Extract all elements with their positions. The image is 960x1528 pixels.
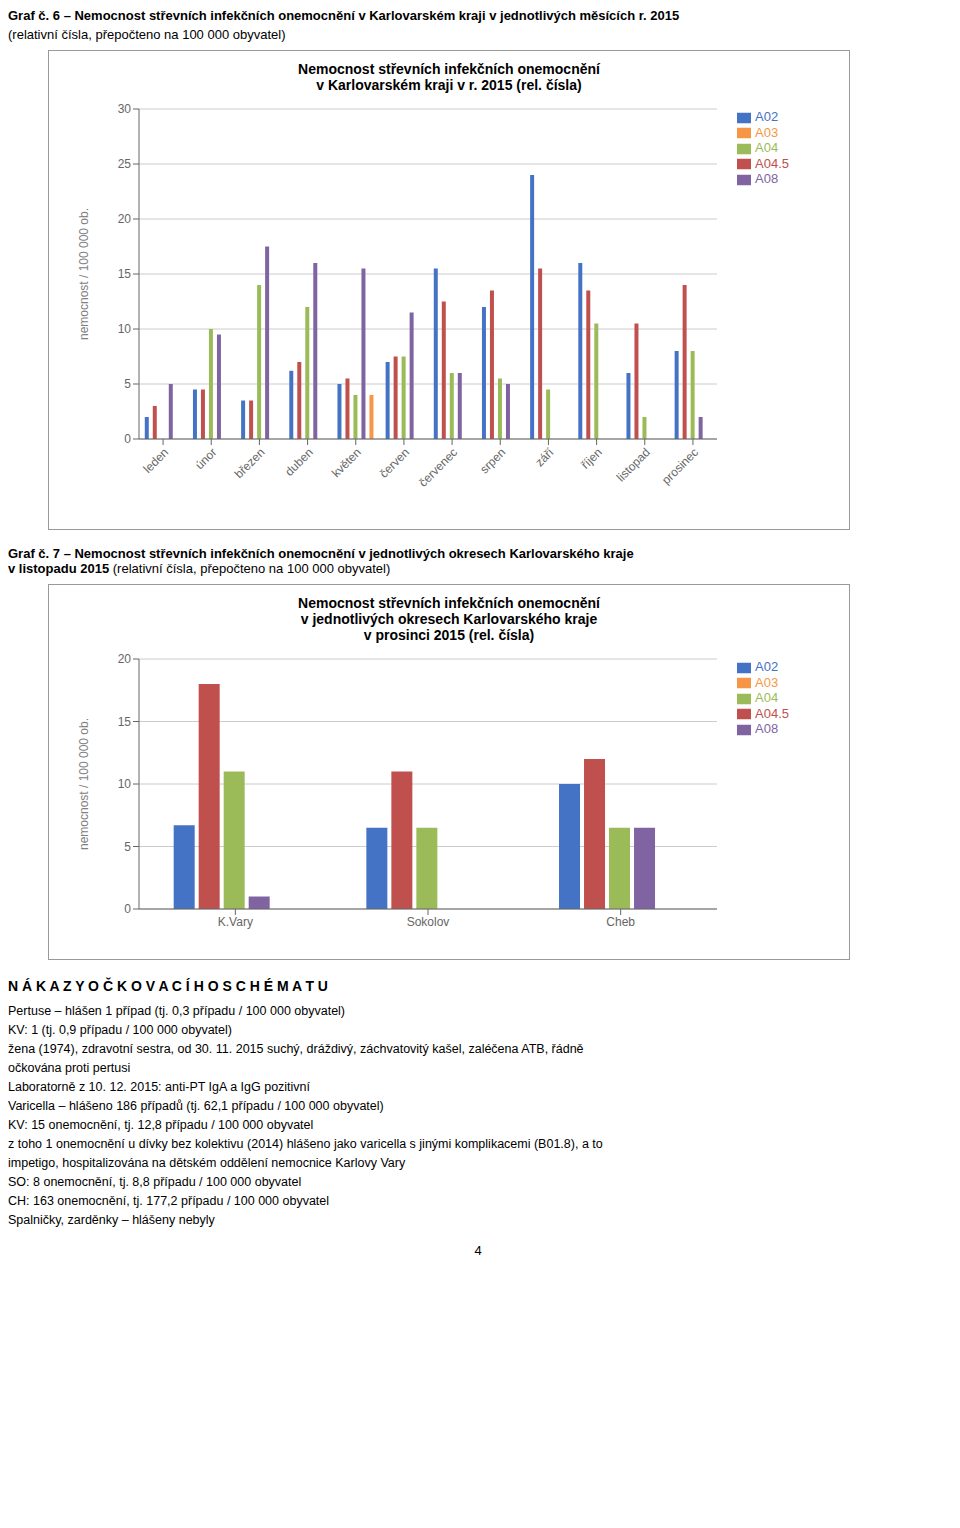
svg-text:Cheb: Cheb [606, 915, 635, 929]
html-text:CH: 163 onemocnění, tj. 177,2: CH: 163 onemocnění, tj. 177,2 případu / … [8, 1194, 330, 1208]
html-text:4: 4 [474, 1243, 482, 1258]
svg-text:10: 10 [118, 322, 132, 336]
svg-text:duben: duben [282, 445, 315, 478]
svg-text:10: 10 [118, 777, 132, 791]
html-text:A04.5: A04.5 [755, 705, 789, 721]
svg-text:únor: únor [193, 445, 220, 472]
html-text:Varicella – hlášeno 186 případ: Varicella – hlášeno 186 případů (tj. 62,… [8, 1099, 384, 1113]
svg-text:nemocnost / 100 000 ob.: nemocnost / 100 000 ob. [77, 718, 91, 850]
html-text:v listopadu 2015 (relativní čí: v listopadu 2015 (relativní čísla, přepo… [8, 561, 391, 576]
svg-text:květen: květen [329, 445, 364, 480]
html-text:N Á K A Z Y O Č K O V A C Í H: N Á K A Z Y O Č K O V A C Í H O S C H É … [8, 978, 328, 994]
svg-text:20: 20 [118, 652, 132, 666]
html-text:A03: A03 [755, 124, 779, 140]
html-text:Nemocnost střevních infekčních: Nemocnost střevních infekčních onemocněn… [298, 595, 600, 611]
html-text:KV: 15 onemocnění, tj. 12,8 př: KV: 15 onemocnění, tj. 12,8 případu / 10… [8, 1118, 314, 1132]
html-text:A04: A04 [755, 140, 779, 156]
html-text:A04: A04 [755, 690, 779, 706]
svg-text:srpen: srpen [477, 445, 508, 476]
svg-text:15: 15 [118, 267, 132, 281]
svg-text:15: 15 [118, 715, 132, 729]
html-text:Graf č. 6 – Nemocnost střevníc: Graf č. 6 – Nemocnost střevních infekční… [8, 8, 680, 23]
svg-text:září: září [533, 445, 558, 470]
svg-text:20: 20 [118, 212, 132, 226]
svg-text:leden: leden [141, 445, 172, 476]
svg-text:březen: březen [232, 445, 268, 481]
html-text:KV: 1 (tj. 0,9 případu / 100 0: KV: 1 (tj. 0,9 případu / 100 000 obyvate… [8, 1023, 232, 1037]
html-text:Spalničky, zarděnky – hlášeny: Spalničky, zarděnky – hlášeny nebyly [8, 1213, 215, 1227]
svg-text:červenec: červenec [416, 445, 460, 489]
html-text:A08: A08 [755, 721, 779, 737]
html-text:A02: A02 [755, 659, 779, 674]
html-text:SO: 8 onemocnění, tj. 8,8 příp: SO: 8 onemocnění, tj. 8,8 případu / 100 … [8, 1175, 302, 1189]
html-text:A04.5: A04.5 [755, 155, 789, 171]
html-text:A08: A08 [755, 171, 779, 187]
html-text:z toho 1 onemocnění u dívky be: z toho 1 onemocnění u dívky bez kolektiv… [8, 1137, 603, 1151]
html-text:A03: A03 [755, 674, 779, 690]
html-text:(relativní čísla, přepočteno n: (relativní čísla, přepočteno na 100 000 … [8, 27, 286, 42]
html-text:v jednotlivých okresech Karlov: v jednotlivých okresech Karlovarského kr… [300, 611, 598, 627]
html-text:Graf č. 7 – Nemocnost střevníc: Graf č. 7 – Nemocnost střevních infekční… [8, 546, 634, 561]
html-text:A02: A02 [755, 109, 779, 124]
svg-text:5: 5 [124, 377, 131, 391]
svg-text:25: 25 [118, 157, 132, 171]
svg-text:červen: červen [377, 445, 412, 480]
html-text:impetigo, hospitalizována na d: impetigo, hospitalizována na dětském odd… [8, 1156, 406, 1170]
svg-text:0: 0 [124, 432, 131, 446]
svg-text:K.Vary: K.Vary [218, 915, 253, 929]
html-text:žena (1974), zdravotní sestra,: žena (1974), zdravotní sestra, od 30. 11… [8, 1042, 584, 1056]
html-text:Laboratorně z 10. 12. 2015: an: Laboratorně z 10. 12. 2015: anti-PT IgA … [8, 1080, 310, 1094]
svg-text:30: 30 [118, 102, 132, 116]
svg-text:nemocnost / 100 000 ob.: nemocnost / 100 000 ob. [77, 208, 91, 340]
html-text:Pertuse – hlášen 1 případ (tj.: Pertuse – hlášen 1 případ (tj. 0,3 přípa… [8, 1004, 345, 1018]
svg-text:prosinec: prosinec [659, 445, 701, 487]
html-text:v prosinci 2015 (rel. čísla): v prosinci 2015 (rel. čísla) [363, 627, 535, 643]
html-text:očkována proti pertusi: očkována proti pertusi [8, 1061, 131, 1075]
html-text:v Karlovarském kraji v r. 2015: v Karlovarském kraji v r. 2015 (rel. čís… [316, 77, 582, 93]
html-text:Nemocnost střevních infekčních: Nemocnost střevních infekčních onemocněn… [298, 61, 600, 77]
svg-text:0: 0 [124, 902, 131, 916]
svg-text:5: 5 [124, 840, 131, 854]
svg-text:listopad: listopad [614, 445, 653, 484]
svg-text:říjen: říjen [578, 445, 604, 471]
svg-text:Sokolov: Sokolov [407, 915, 450, 929]
